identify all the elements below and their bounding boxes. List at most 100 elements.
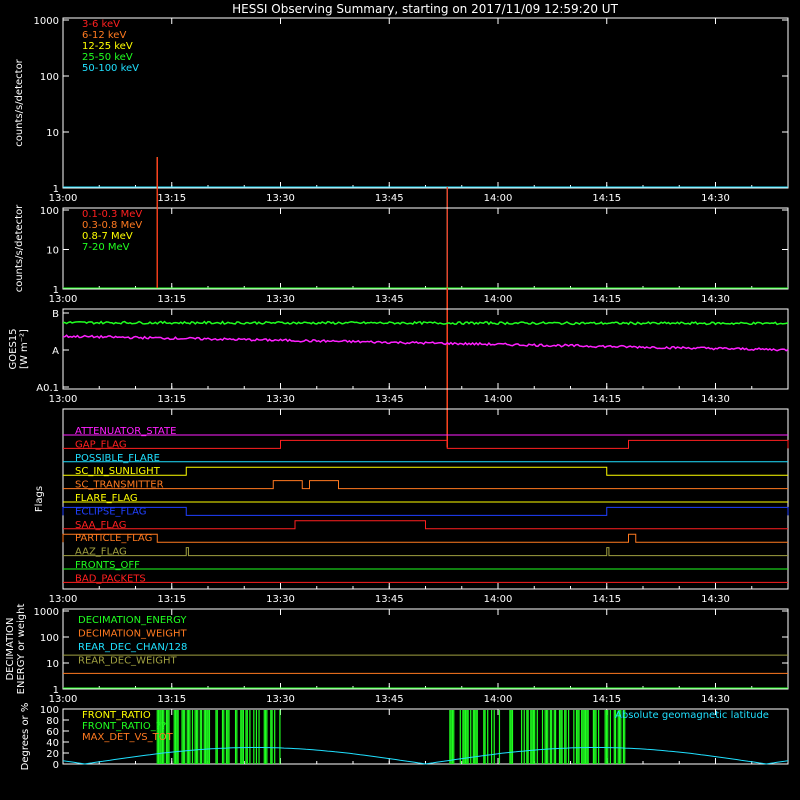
x-tick-label: 13:45 (375, 193, 404, 204)
y-axis-label: counts/s/detector (14, 58, 25, 146)
x-tick-label: 14:30 (701, 294, 730, 305)
legend-entry: FRONT_RATIO (82, 710, 151, 721)
x-tick-label: 13:15 (157, 594, 186, 605)
y-tick-label: 1 (53, 184, 59, 195)
y-tick-label: 0 (53, 760, 59, 771)
x-tick-label: 13:45 (375, 594, 404, 605)
x-tick-label: 13:45 (375, 294, 404, 305)
panel-flags: 13:00 13:15 13:30 13:45 14:00 14:15 14:30 Flags… (34, 408, 789, 605)
series-line-latitude (62, 747, 789, 765)
x-tick-label: 14:00 (484, 193, 513, 204)
legend-entry: MAX_DET_VS_TOT (82, 732, 174, 743)
y-axis-label: Degrees or % (20, 703, 31, 771)
panel-frame (62, 207, 789, 290)
x-tick-label: 13:00 (49, 294, 78, 305)
y-axis-unit: [W m⁻²] (19, 329, 30, 369)
legend-entry: 0.3-0.8 MeV (82, 220, 142, 231)
legend-entry: REAR_DEC_WEIGHT (78, 656, 177, 667)
panel-frame (62, 17, 789, 189)
flag-label: PARTICLE_FLAG (75, 533, 152, 544)
legend-entry: 3-6 keV (82, 19, 120, 30)
x-tick-label: 13:45 (375, 694, 404, 705)
legend-entry: REAR_DEC_CHAN/128 (78, 642, 187, 653)
x-tick-label: 14:30 (701, 694, 730, 705)
legend-entry: 0.1-0.3 MeV (82, 209, 142, 220)
flag-label: POSSIBLE_FLARE (75, 453, 160, 464)
y-tick-label: 100 (40, 705, 59, 716)
legend-entry: DECIMATION_ENERGY (78, 615, 187, 626)
flag-label: AAZ_FLAG (75, 547, 127, 558)
flag-label: SC_IN_SUNLIGHT (75, 466, 161, 477)
x-tick-label: 13:15 (157, 294, 186, 305)
y-axis-label: GOES15 (8, 328, 19, 369)
panel-low_energy: 13:00 13:15 13:30 13:45 14:00 14:15 14:30 1000 1… (14, 16, 789, 448)
panel-decimation: 13:00 13:15 13:30 13:45 14:00 14:15 14:30 1000 1… (5, 604, 789, 705)
x-tick-label: 14:30 (701, 394, 730, 405)
x-tick-label: 14:00 (484, 594, 513, 605)
flag-line-GAP_FLAG (63, 439, 789, 449)
legend-entry: DECIMATION_WEIGHT (78, 629, 187, 640)
flag-line-SAA_FLAG (63, 520, 788, 530)
y-tick-label: 20 (46, 749, 59, 760)
chart-title: HESSI Observing Summary, starting on 201… (232, 2, 618, 16)
series-line-GOES long (62, 320, 789, 326)
flag-line-SC_IN_SUNLIGHT (63, 466, 788, 476)
flag-label: SC_TRANSMITTER (75, 480, 164, 491)
flag-label: GAP_FLAG (75, 439, 127, 450)
y-axis-label: Flags (34, 486, 45, 512)
y-tick-label: 1 (53, 285, 59, 296)
x-tick-label: 14:00 (484, 694, 513, 705)
legend-entry: 12-25 keV (82, 41, 133, 52)
y-tick-label: 1000 (34, 607, 59, 618)
x-tick-label: 14:15 (592, 594, 621, 605)
flag-line-PARTICLE_FLAG (62, 533, 788, 543)
y-tick-label: A0.1 (36, 383, 59, 394)
y-tick-label: 10 (46, 128, 59, 139)
x-tick-label: 13:00 (49, 594, 78, 605)
x-tick-label: 13:00 (49, 394, 78, 405)
flag-line-ECLIPSE_FLAG (62, 506, 789, 516)
y-tick-label: 1 (53, 685, 59, 696)
legend-entry: 7-20 MeV (82, 242, 130, 253)
flag-label: FLARE_FLAG (75, 493, 138, 504)
legend-entry: 25-50 keV (82, 52, 133, 63)
x-tick-label: 13:30 (266, 594, 295, 605)
x-tick-label: 14:30 (701, 193, 730, 204)
y-tick-label: 80 (46, 716, 59, 727)
y-tick-label: 100 (40, 633, 59, 644)
x-tick-label: 13:00 (49, 694, 78, 705)
legend-entry: 50-100 keV (82, 63, 139, 74)
y-axis-label: DECIMATION (5, 617, 16, 680)
x-tick-label: 13:00 (49, 193, 78, 204)
y-tick-label: A (52, 346, 59, 357)
y-tick-label: 10 (46, 659, 59, 670)
flag-label: FRONTS_OFF (75, 560, 140, 571)
flag-label: ATTENUATOR_STATE (75, 426, 176, 437)
x-tick-label: 14:15 (592, 294, 621, 305)
y-tick-label: 100 (40, 206, 59, 217)
flag-line-SC_TRANSMITTER (63, 480, 788, 490)
flag-label: SAA_FLAG (75, 520, 126, 531)
x-tick-label: 13:45 (375, 394, 404, 405)
x-tick-label: 13:30 (266, 694, 295, 705)
y-tick-label: 100 (40, 72, 59, 83)
y-axis-label: counts/s/detector (14, 204, 25, 292)
x-tick-label: 14:00 (484, 294, 513, 305)
y-tick-label: 1000 (34, 16, 59, 27)
legend-entry: FRONT_RATIO_?? (82, 721, 166, 732)
y-tick-label: 40 (46, 738, 59, 749)
x-tick-label: 14:30 (701, 594, 730, 605)
flag-label: ECLIPSE_FLAG (75, 506, 146, 517)
y-tick-label: 60 (46, 727, 59, 738)
plots: 13:00 13:15 13:30 13:45 14:00 14:15 14:3010001… (5, 16, 789, 771)
legend-entry: Absolute geomagnetic latitude (615, 710, 769, 721)
panel-frame (62, 308, 789, 390)
panel-goes: 13:00 13:15 13:30 13:45 14:00 14:15 14:30 B A A0.… (8, 308, 789, 405)
legend-entry: 0.8-7 MeV (82, 231, 133, 242)
x-tick-label: 14:15 (592, 193, 621, 204)
x-tick-label: 14:15 (592, 394, 621, 405)
x-tick-label: 14:00 (484, 394, 513, 405)
x-tick-label: 13:30 (266, 394, 295, 405)
